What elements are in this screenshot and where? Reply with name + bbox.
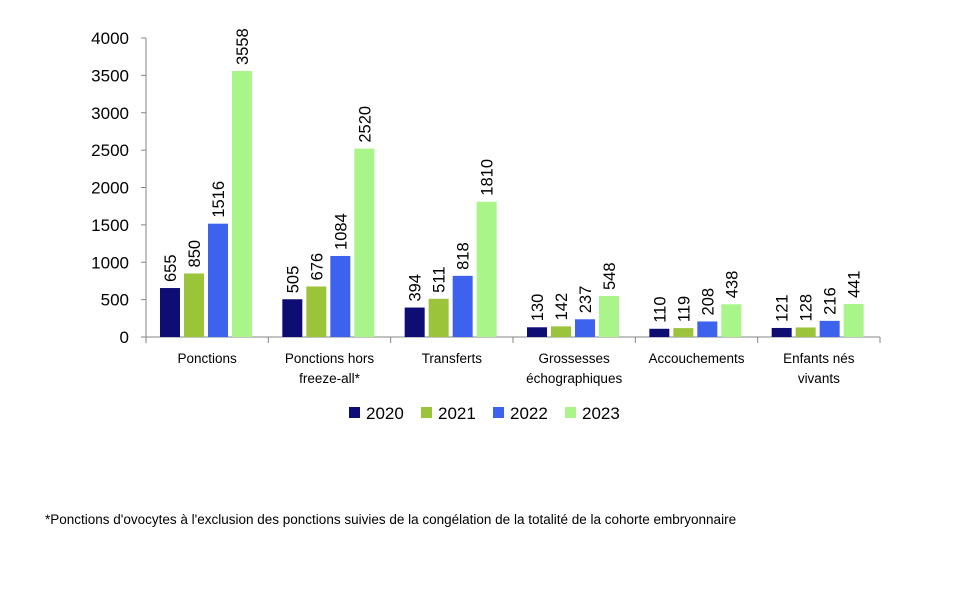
bar-2023 <box>354 148 375 337</box>
x-tick-label: Ponctions <box>178 351 238 366</box>
x-tick-label: Enfants nés <box>783 351 855 366</box>
bar-2020 <box>282 299 303 337</box>
data-label: 655 <box>162 255 180 283</box>
x-tick-label: Ponctions hors <box>285 351 375 366</box>
data-label: 2520 <box>356 106 374 143</box>
legend-label: 2020 <box>366 404 404 423</box>
bar-2021 <box>306 286 327 337</box>
legend-label: 2021 <box>438 404 476 423</box>
x-tick-label: Grossesses <box>539 351 611 366</box>
x-tick-label: Accouchements <box>648 351 744 366</box>
bar-2022 <box>819 320 840 337</box>
bar-2022 <box>575 319 595 337</box>
bar-2022 <box>697 321 718 337</box>
data-label: 1810 <box>479 159 497 196</box>
bar-2020 <box>649 328 670 337</box>
data-label: 130 <box>529 294 547 322</box>
data-label: 441 <box>846 271 864 299</box>
bar-2023 <box>599 296 619 337</box>
legend-swatch-2022 <box>493 407 504 418</box>
x-tick-label: freeze-all* <box>299 371 361 386</box>
data-label: 438 <box>723 271 741 299</box>
bar-2023 <box>843 304 864 337</box>
bar-2020 <box>527 327 547 337</box>
data-label: 110 <box>651 296 669 322</box>
bar-2020 <box>404 307 425 337</box>
x-tick-label: Transferts <box>422 351 483 366</box>
x-tick-label: vivants <box>798 371 840 386</box>
bar-2023 <box>232 71 252 338</box>
y-tick-label: 0 <box>120 328 129 347</box>
y-tick-label: 3500 <box>91 66 129 85</box>
y-tick-label: 2500 <box>91 141 129 160</box>
legend-swatch-2023 <box>565 407 576 418</box>
data-label: 208 <box>699 288 717 316</box>
bar-2023 <box>721 304 742 337</box>
y-tick-label: 4000 <box>91 29 129 48</box>
y-tick-label: 1000 <box>91 253 129 272</box>
legend-label: 2022 <box>510 404 548 423</box>
legend-swatch-2021 <box>421 407 432 418</box>
data-label: 119 <box>675 296 693 322</box>
data-label: 237 <box>577 286 595 314</box>
bar-2022 <box>208 223 228 337</box>
y-tick-label: 500 <box>101 291 129 310</box>
footnote: *Ponctions d'ovocytes à l'exclusion des … <box>45 512 737 527</box>
bar-2021 <box>795 327 816 337</box>
bar-2021 <box>428 298 449 337</box>
bar-2020 <box>771 327 792 337</box>
data-label: 676 <box>308 253 326 281</box>
data-label: 505 <box>284 266 302 294</box>
data-label: 3558 <box>234 28 252 65</box>
data-label: 216 <box>822 287 840 315</box>
bar-2022 <box>452 275 473 337</box>
bar-2021 <box>673 328 694 337</box>
legend-label: 2023 <box>582 404 620 423</box>
data-label: 548 <box>601 263 619 291</box>
bar-2021 <box>184 273 204 337</box>
bar-2023 <box>476 201 497 337</box>
bar-2021 <box>551 326 571 337</box>
data-label: 850 <box>186 240 204 268</box>
bar-2022 <box>330 255 351 337</box>
x-tick-label: échographiques <box>526 371 622 386</box>
y-tick-label: 3000 <box>91 104 129 123</box>
data-label: 511 <box>431 266 449 292</box>
data-label: 394 <box>407 274 425 302</box>
bar-2020 <box>160 288 180 337</box>
y-tick-label: 1500 <box>91 216 129 235</box>
data-label: 121 <box>774 294 792 322</box>
y-tick-label: 2000 <box>91 179 129 198</box>
data-label: 1516 <box>210 181 228 218</box>
data-label: 128 <box>798 294 816 322</box>
data-label: 142 <box>553 293 571 321</box>
data-label: 818 <box>455 242 473 270</box>
data-label: 1084 <box>332 213 350 250</box>
legend-swatch-2020 <box>349 407 360 418</box>
